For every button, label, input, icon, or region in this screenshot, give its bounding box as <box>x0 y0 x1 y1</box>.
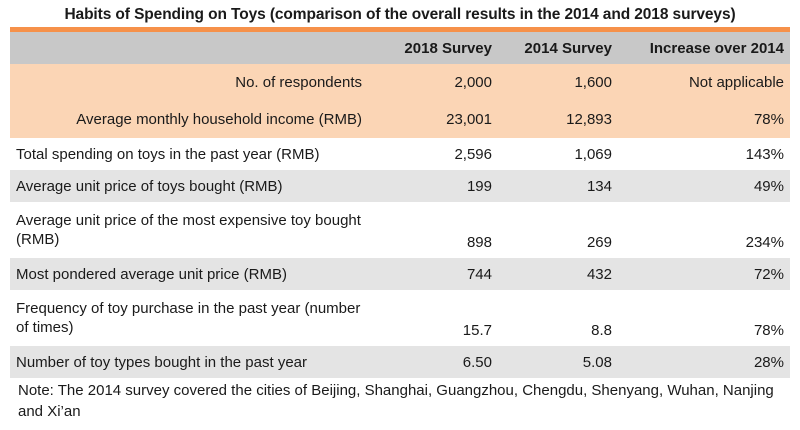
column-header-increase: Increase over 2014 <box>649 39 784 57</box>
table-row: Average unit price of toys bought (RMB) … <box>10 170 790 202</box>
value-2018: 23,001 <box>446 110 492 128</box>
table-title: Habits of Spending on Toys (comparison o… <box>64 6 736 23</box>
row-label: Average unit price of toys bought (RMB) <box>16 177 283 195</box>
row-label: Most pondered average unit price (RMB) <box>16 265 287 283</box>
value-2018: 6.50 <box>462 353 492 371</box>
row-label: Average unit price of the most expensive… <box>16 212 361 248</box>
value-2014: 432 <box>586 265 612 283</box>
value-increase: Not applicable <box>688 73 784 91</box>
table-row: Most pondered average unit price (RMB) 7… <box>10 258 790 290</box>
row-label: Number of toy types bought in the past y… <box>16 353 307 371</box>
value-2018: 15.7 <box>462 322 492 339</box>
table-row: Average monthly household income (RMB) 2… <box>10 100 790 138</box>
column-header-2018: 2018 Survey <box>404 39 492 57</box>
value-2018: 744 <box>466 265 492 283</box>
column-header-2014: 2014 Survey <box>524 39 612 57</box>
value-increase: 78% <box>753 110 784 128</box>
value-increase: 78% <box>753 322 784 339</box>
value-2014: 1,600 <box>574 73 612 91</box>
value-increase: 28% <box>753 353 784 371</box>
value-2014: 1,069 <box>574 145 612 163</box>
value-increase: 49% <box>753 177 784 195</box>
table-row: Number of toy types bought in the past y… <box>10 346 790 378</box>
value-2018: 898 <box>466 234 492 251</box>
value-2018: 199 <box>466 177 492 195</box>
value-2018: 2,596 <box>454 145 492 163</box>
table-row: No. of respondents 2,000 1,600 Not appli… <box>10 64 790 100</box>
row-label: No. of respondents <box>235 73 362 91</box>
table-row: Total spending on toys in the past year … <box>10 138 790 170</box>
header-blank <box>10 32 368 64</box>
value-increase: 72% <box>753 265 784 283</box>
value-increase: 143% <box>745 145 784 163</box>
footnote: Note: The 2014 survey covered the cities… <box>18 382 774 420</box>
value-2014: 8.8 <box>591 322 612 339</box>
row-label: Frequency of toy purchase in the past ye… <box>16 300 361 336</box>
value-2014: 134 <box>586 177 612 195</box>
value-2014: 5.08 <box>582 353 612 371</box>
spending-table: 2018 Survey 2014 Survey Increase over 20… <box>10 32 790 378</box>
table-row: Average unit price of the most expensive… <box>10 202 790 258</box>
table-row: Frequency of toy purchase in the past ye… <box>10 290 790 346</box>
row-label: Average monthly household income (RMB) <box>76 110 362 128</box>
value-2018: 2,000 <box>454 73 492 91</box>
accent-rule <box>10 27 790 32</box>
row-label: Total spending on toys in the past year … <box>16 145 320 163</box>
value-2014: 12,893 <box>566 110 612 128</box>
value-2014: 269 <box>586 234 612 251</box>
header-row: 2018 Survey 2014 Survey Increase over 20… <box>10 32 790 64</box>
value-increase: 234% <box>745 234 784 251</box>
